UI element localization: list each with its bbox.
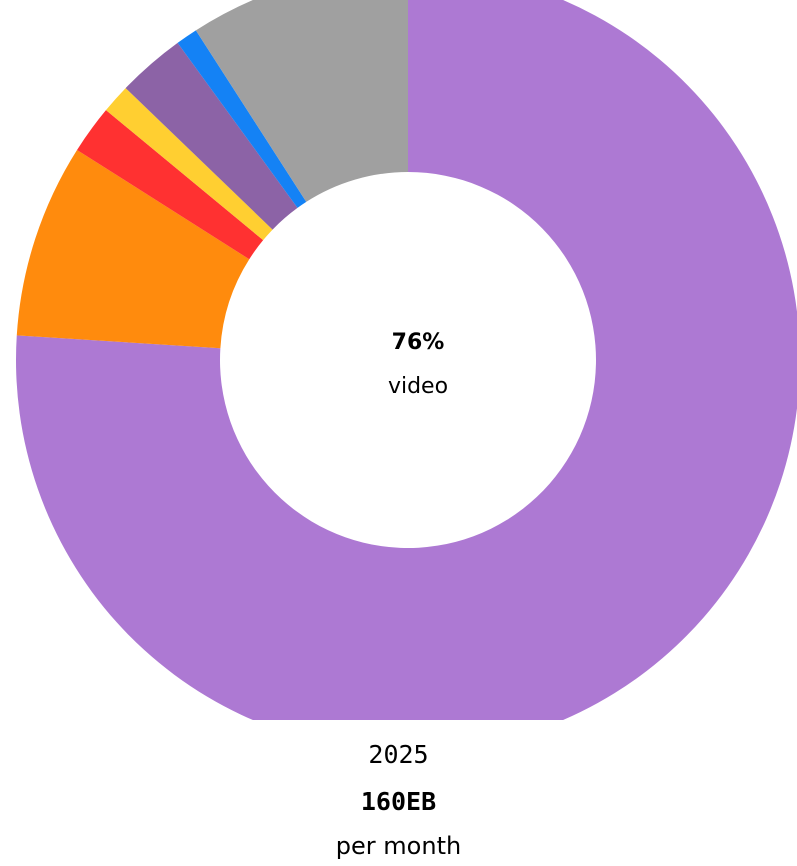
center-label: video: [388, 374, 448, 399]
chart-year: 2025: [368, 740, 429, 769]
donut-chart: 76% video: [16, 0, 797, 720]
donut-slice-4: [125, 42, 298, 230]
center-percentage: 76%: [392, 330, 445, 355]
chart-total: 160EB: [360, 787, 437, 816]
donut-slices: [16, 0, 797, 720]
donut-slice-0: [16, 0, 797, 720]
donut-slice-5: [177, 30, 307, 208]
donut-slice-3: [105, 88, 273, 241]
donut-slice-1: [16, 149, 250, 349]
donut-slice-6: [195, 0, 408, 202]
donut-slice-2: [77, 110, 264, 260]
chart-unit: per month: [335, 832, 462, 860]
